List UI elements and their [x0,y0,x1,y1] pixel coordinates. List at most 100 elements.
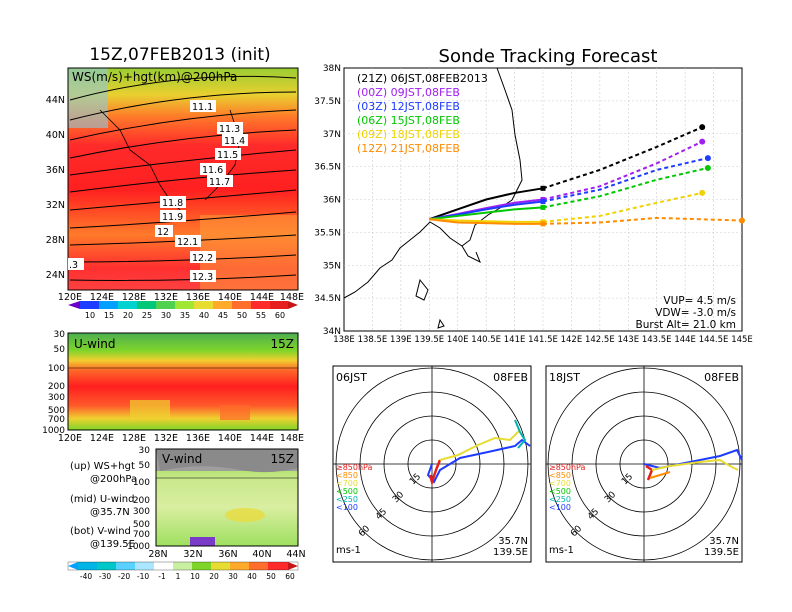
lat-tick: 38N [323,64,341,74]
colorbar-label: 60 [285,572,295,581]
vwind-time: 15Z [271,452,295,466]
pressure-label: <250 [549,495,571,504]
map-label: WS(m/s)+hgt(km)@200hPa [72,70,237,84]
lat-tick: 36N [323,196,341,206]
pressure-label: <500 [336,487,358,496]
legend-series-4: (06Z) 15JST,08FEB [357,114,460,127]
pressure-label: ≥850hPa [549,463,586,472]
flight-params: VUP= 4.5 m/s VDW= -3.0 m/s Burst Alt= 21… [636,295,736,331]
track-line-ascent [428,187,544,221]
colorbar-label: 25 [142,311,152,320]
colorbar-label: -30 [99,572,111,581]
pressure-legend-1: ≥850hPa <850 <700 <500 <250 <100 [336,463,373,512]
colorbar-label: 40 [199,311,209,320]
track-line-descent [542,216,743,225]
lat-tick: 44N [286,549,305,560]
track-line-descent [542,166,709,209]
lon-tick: 140E [447,335,469,345]
uwind-lon-ticks: 120E 124E 128E 132E 136E 140E 144E 148E [58,433,304,444]
lat-tick: 34N [323,327,341,337]
colorbar-label: -1 [158,572,166,581]
lon-tick: 138E [333,335,355,345]
lon-tick: 148E [280,433,304,444]
level-tick: 300 [133,507,150,517]
legend-up-1: (up) WS+hgt [70,461,135,472]
ws-colorbar-labels: 10 15 20 25 30 35 40 45 50 55 60 [85,311,285,320]
polar-plot-2 [545,365,743,563]
lon-tick: 124E [90,433,114,444]
landing-point [699,189,706,196]
lon-tick: 140E [218,292,242,303]
track-line-descent [542,191,703,223]
level-tick: 1000 [127,542,150,552]
legend-bot-1: (bot) V-wind [70,526,131,537]
right-title: Sonde Tracking Forecast [439,46,658,67]
colorbar-label: 20 [209,572,219,581]
polar-2-date: 08FEB [704,371,739,384]
polar-2-lon: 139.5E [704,547,739,558]
lon-tick: 140E [218,433,242,444]
pressure-label: <850 [549,471,571,480]
polar-plot-1 [332,365,532,563]
contour-label: 12.2 [192,253,213,264]
polar-1-lat: 35.7N [498,536,528,547]
level-tick: 300 [48,393,65,403]
panel-legend: (up) WS+hgt @200hPa (mid) U-wind @35.7N … [70,461,137,550]
pressure-label: <850 [336,471,358,480]
legend-series-2: (00Z) 09JST,08FEB [357,86,460,99]
level-tick: 700 [48,415,65,425]
colorbar-label: -10 [137,572,149,581]
burst-point [540,204,546,210]
polar-1-date: 08FEB [493,371,528,384]
lon-tick: 144E [250,433,274,444]
vwind-lat-ticks: 28N 32N 36N 40N 44N [148,549,305,560]
colorbar-label: 40 [247,572,257,581]
lon-tick: 138.5E [358,335,388,345]
map-lat-ticks: 44N 40N 36N 32N 28N 24N [46,95,65,281]
level-tick: 1000 [42,426,65,436]
legend-bot-2: @139.5E [90,539,135,550]
contour-label: 11.8 [162,198,183,209]
contour-label: .3 [69,260,78,271]
landing-point [699,124,706,131]
lon-tick: 140.5E [471,335,501,345]
level-tick: 30 [139,446,151,456]
contour-label: 11.3 [219,124,240,135]
lon-tick: 144E [674,335,696,345]
vwind-levels: 30 50 100 200 300 500 700 1000 [127,446,150,552]
track-line-ascent [429,218,543,223]
pressure-label: <500 [549,487,571,496]
level-tick: 200 [48,382,65,392]
polar-1-lon: 139.5E [493,547,528,558]
polar-1-unit: ms-1 [336,545,361,556]
lon-tick: 142.5E [585,335,615,345]
lat-tick: 35.5N [314,228,341,238]
track-line-descent [542,126,703,190]
lat-tick: 40N [46,130,65,141]
level-tick: 30 [54,330,66,340]
pressure-label: <250 [336,495,358,504]
lat-tick: 37N [323,130,341,140]
contour-labels: 11.1 11.3 11.4 11.5 11.6 11.7 11.8 11.9 … [68,100,248,283]
burst-point [540,185,546,191]
colorbar-label: 55 [256,311,266,320]
track-legend: (21Z) 06JST,08FEB2013 (00Z) 09JST,08FEB … [357,72,488,155]
lon-tick: 143E [617,335,639,345]
lat-tick: 28N [148,549,167,560]
lon-tick: 141E [504,335,526,345]
pressure-label: <700 [336,479,358,488]
lon-tick: 136E [186,433,210,444]
colorbar-label: 10 [85,311,95,320]
param-vdw: VDW= -3.0 m/s [655,307,736,319]
legend-series-1: (21Z) 06JST,08FEB2013 [357,72,488,85]
pressure-legend-2: ≥850hPa <850 <700 <500 <250 <100 [549,463,586,512]
lat-tick: 28N [46,235,65,246]
lon-tick: 144E [250,292,274,303]
lat-tick: 40N [252,549,271,560]
lon-tick: 120E [58,433,82,444]
track-lat-ticks: 38N 37.5N 37N 36.5N 36N 35.5N 35N 34.5N 34N [314,64,341,337]
pressure-label: <700 [549,479,571,488]
ws-colorbar [68,301,298,309]
lon-tick: 128E [122,433,146,444]
